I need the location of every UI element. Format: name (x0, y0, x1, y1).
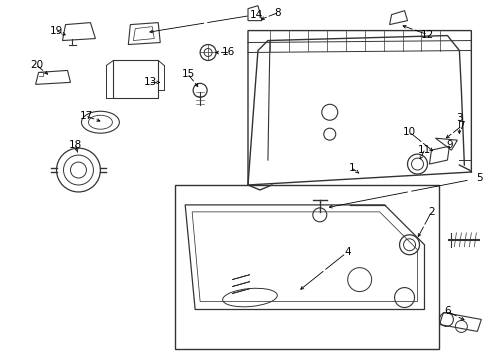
Text: 3: 3 (456, 113, 463, 123)
Text: 1: 1 (348, 163, 355, 173)
Bar (113, 60, 158, 98)
Text: 18: 18 (69, 140, 82, 150)
Text: 2: 2 (428, 207, 435, 217)
Text: 16: 16 (221, 48, 235, 58)
Text: 7: 7 (458, 121, 465, 131)
Bar (175, 185, 440, 349)
Text: 15: 15 (181, 69, 195, 80)
Text: 11: 11 (418, 145, 431, 155)
Text: 12: 12 (421, 30, 434, 40)
Text: 17: 17 (80, 111, 93, 121)
Text: 5: 5 (476, 173, 483, 183)
Text: 13: 13 (144, 77, 157, 87)
Text: 19: 19 (50, 26, 63, 36)
Text: 20: 20 (30, 60, 43, 71)
Text: 4: 4 (344, 247, 351, 257)
Text: 9: 9 (446, 140, 453, 150)
Text: 10: 10 (403, 127, 416, 137)
Text: 8: 8 (274, 8, 281, 18)
Text: 14: 14 (249, 10, 263, 20)
Text: 6: 6 (444, 306, 451, 316)
